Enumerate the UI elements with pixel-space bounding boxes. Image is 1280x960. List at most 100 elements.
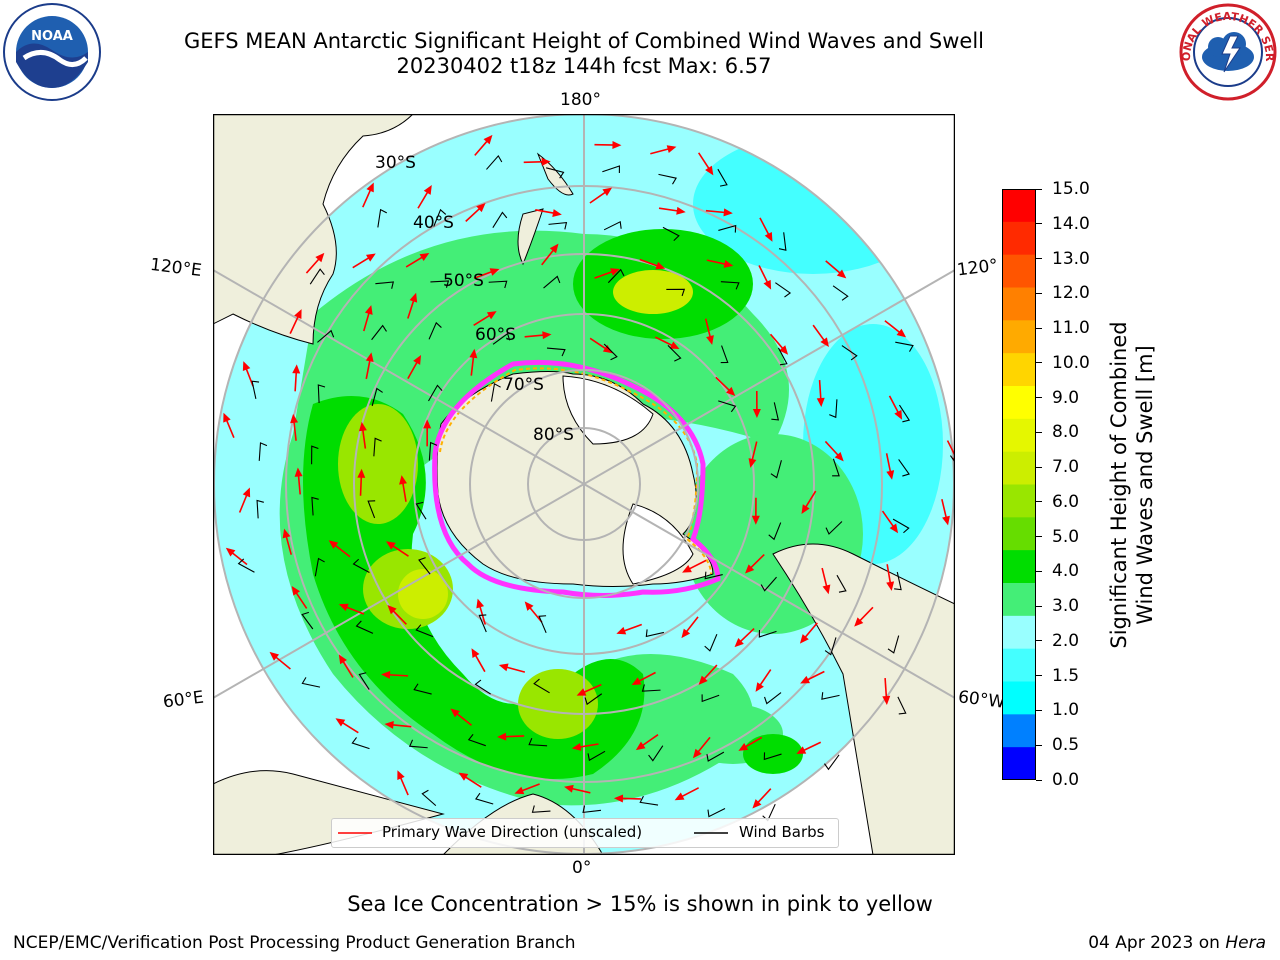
colorbar-tick-mark [1036, 431, 1042, 433]
wind-barb [408, 739, 428, 749]
wave-arrow-head [723, 208, 733, 217]
wind-barb [309, 268, 325, 285]
wind-barb [892, 518, 910, 534]
wave-direction-legend-line [338, 832, 372, 834]
wind-barb [887, 635, 900, 654]
wind-barb [301, 677, 321, 688]
wave-arrow-head [335, 718, 346, 727]
wave-arrow-head [419, 252, 430, 262]
colorbar-segment [1002, 714, 1036, 748]
wave-arrow-head [726, 386, 736, 397]
wave-arrow-head [486, 311, 497, 320]
wind-barb [428, 321, 442, 340]
wave-arrow-head [497, 732, 507, 741]
wind-barb [545, 167, 565, 179]
wind-barb [897, 696, 907, 715]
colorbar-tick-mark [1036, 397, 1042, 399]
wave-arrow-head [514, 786, 525, 795]
colorbar-segment [1002, 287, 1036, 321]
wind-barb [475, 792, 494, 805]
colorbar-segment [1002, 550, 1036, 584]
wind-barb [371, 324, 387, 341]
wind-barb [775, 282, 792, 298]
wind-barb [528, 737, 548, 747]
wind-barb [531, 805, 551, 813]
colorbar-tick-mark [1036, 675, 1042, 677]
wave-arrow-head [385, 541, 396, 550]
wave-arrow-head [751, 515, 760, 525]
wind-barb [658, 173, 677, 185]
wind-barb [720, 281, 740, 290]
wind-barb [351, 737, 370, 750]
wave-arrow-head [882, 695, 891, 706]
wave-arrow-head [800, 675, 810, 684]
wind-barb [639, 795, 659, 806]
wind-barb [413, 683, 432, 695]
colorbar-tick-label: 11.0 [1052, 318, 1090, 339]
wind-barb [825, 521, 843, 535]
wind-barbs [237, 154, 955, 822]
wave-arrow-head [755, 682, 764, 692]
wind-barb [358, 672, 370, 690]
colorbar-segment [1002, 451, 1036, 485]
wave-arrow-head [358, 421, 367, 432]
wave-arrow-head [291, 585, 301, 596]
colorbar-tick-mark [1036, 188, 1042, 190]
wave-arrow-head [399, 475, 407, 485]
wave-arrow-shaft [946, 440, 955, 458]
wave-arrow-head [631, 677, 642, 686]
colorbar-tick-label: 15.0 [1052, 179, 1090, 199]
wind-barb [474, 679, 491, 695]
wind-barb [428, 441, 438, 461]
wind-barb [488, 280, 508, 289]
wind-barb [371, 387, 383, 407]
nws-logo-icon: NATIONAL WEATHER SERVICE [1178, 2, 1277, 101]
wave-arrow-head [397, 770, 405, 781]
wind-barb [258, 442, 268, 461]
wave-arrow-head [854, 617, 864, 627]
wave-arrow-head [423, 419, 432, 429]
wave-arrow-head [602, 344, 613, 354]
wind-barb [428, 384, 443, 402]
wave-direction-legend-label: Primary Wave Direction (unscaled) [382, 823, 643, 841]
wind-barb [430, 280, 450, 288]
colorbar-tick-mark [1036, 605, 1042, 607]
colorbar-tick-label: 7.0 [1052, 457, 1080, 478]
wave-arrow-head [674, 792, 685, 801]
noaa-logo-text: NOAA [31, 29, 73, 44]
wind-barb [314, 557, 325, 577]
wave-arrow-head [366, 182, 374, 193]
wave-arrow-head [613, 794, 624, 803]
wave-arrow-head [489, 268, 500, 276]
wind-barb [666, 288, 686, 297]
wave-arrow-head [242, 361, 251, 371]
lon-label-60w: 60°W [956, 687, 1006, 713]
wave-arrow-head [381, 670, 391, 679]
wind-barb [584, 693, 603, 706]
wind-barb [778, 232, 787, 251]
wave-arrow-head [471, 648, 480, 659]
wave-arrow-head [602, 187, 613, 196]
new-zealand-south [517, 208, 544, 266]
wind-barb [895, 341, 914, 352]
wind-barb [771, 402, 780, 421]
wind-barb [311, 496, 319, 516]
wind-barb [758, 629, 777, 638]
lat-label-50s: 50°S [443, 271, 484, 291]
wave-arrow-head [387, 605, 397, 615]
wind-barb [704, 633, 718, 652]
wave-arrow-head [698, 675, 708, 685]
wind-barb [662, 226, 680, 242]
australia-land [213, 114, 414, 345]
wind-barb [607, 268, 625, 284]
wind-barb-legend-label: Wind Barbs [739, 823, 825, 841]
colorbar-tick-label: 10.0 [1052, 352, 1090, 373]
wave-arrow-head [409, 292, 418, 303]
wind-barb [478, 614, 487, 633]
colorbar-tick-label: 12.0 [1052, 283, 1090, 304]
wind-barb [764, 692, 782, 705]
colorbar-tick-label: 9.0 [1052, 387, 1080, 408]
wind-barb [760, 576, 777, 592]
chart-subtitle: 20230402 t18z 144h fcst Max: 6.57 [396, 54, 772, 78]
wind-barb [421, 789, 437, 807]
